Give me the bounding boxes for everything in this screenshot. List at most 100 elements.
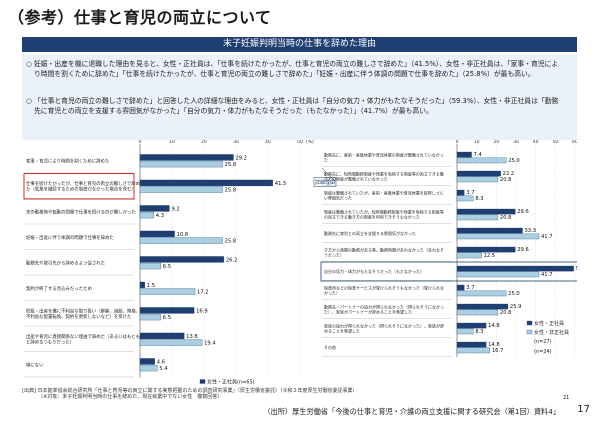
bullet-mark: ○	[26, 97, 32, 105]
data-label: 25.8	[225, 162, 237, 168]
data-label: 26.2	[226, 257, 238, 263]
category-label: 勤務先に、産前・産後休業や育児休業の制度が整備されていなかっ	[324, 151, 444, 157]
category-label: き方の制度が整備されていなかった	[324, 175, 388, 181]
bar	[139, 358, 155, 365]
category-label: 夫の勤務地や転勤の問題で仕事を続けるのが難しかった	[26, 208, 136, 215]
summary-box: ○ 妊娠・出産を機に退職した理由を見ると、女性・正社員は、「仕事を続けたかったが…	[22, 54, 577, 140]
axis-unit-label: (%)	[306, 140, 314, 145]
category-label: い雰囲気だった	[324, 194, 352, 200]
category-label: 勤務先や取引先から辞めるよう促された	[26, 259, 105, 266]
tick-label: 0	[139, 140, 142, 145]
category-label: 制度は整備されていたが、短時間勤務制度や残業を免除する制度等	[324, 208, 444, 214]
source-note: [出典] 日本能率協会総合研究所「仕事と育児等の両立に関する実態把握のための調査…	[22, 388, 358, 394]
bar	[139, 332, 185, 340]
bar	[139, 262, 161, 270]
category-label: 妊娠・出産に伴う体調の問題で仕事を辞めた	[26, 234, 114, 241]
bar	[139, 237, 223, 244]
charts-area: 0 10 20 30 40 50 (%) 家事・育児により時間を割くために辞めた 29.2 25.…	[22, 140, 577, 385]
bar	[456, 233, 540, 240]
data-label: 16.9	[196, 308, 208, 314]
data-label: 12.5	[484, 253, 496, 259]
bar	[139, 160, 223, 168]
category-label: 自分の気力・体力がもたなそうだった（もたなかった）	[324, 268, 424, 274]
bullet-text: 妊娠・出産を機に退職した理由を見ると、女性・正社員は、「仕事を続けたかったが、仕…	[34, 60, 559, 79]
category-label: た（就業を継続するための制度がなかった場合を含む）	[26, 186, 136, 193]
bar	[456, 341, 487, 348]
data-label: 22.2	[503, 171, 515, 177]
data-label: 17.2	[197, 290, 209, 296]
summary-bullet-1: ○ 妊娠・出産を機に退職した理由を見ると、女性・正社員は、「仕事を続けたかったが…	[26, 59, 564, 79]
data-label: 25.0	[508, 158, 520, 164]
data-label: 19.4	[204, 341, 216, 347]
bar	[139, 154, 234, 161]
tick-label: 10	[169, 140, 175, 145]
category-label: 不利益な配置転換、契約を更新しないなど）を受けた	[26, 313, 131, 320]
bar	[139, 230, 175, 238]
category-label: めることを希望した	[324, 327, 360, 333]
category-label: 保育所などの保育サービスが受けられそうもなかった（受けられな	[324, 284, 444, 290]
legend-label: 女性・正社員(n=65)	[207, 378, 255, 385]
data-label: 25.9	[510, 304, 522, 310]
category-label: 勤務先・パートナーの協力が得られなかった（得られそうになかっ	[324, 303, 444, 309]
category-label: 勤務先に育児との両立を支援する雰囲気がなかった	[324, 230, 416, 236]
category-label: 家族の協力が得られなかった（得られそうになかった）、家族が辞	[324, 322, 444, 328]
tick-label: 30	[513, 140, 519, 145]
tick-label: 40	[533, 140, 539, 145]
tick-label: 30	[233, 140, 239, 145]
bullet-text: 「仕事と育児の両立の難しさで辞めた」と回答した人の詳細な理由をみると、女性・正社…	[34, 97, 559, 116]
highlight-box	[23, 173, 135, 200]
bar	[456, 246, 516, 253]
data-label: 25.8	[225, 239, 237, 245]
highlight-box	[320, 261, 577, 282]
category-label: 出産や育児に直接関係ない理由で辞めた（あるいはもとも	[26, 333, 140, 340]
legend-swatch	[199, 379, 206, 384]
category-label: の両立できる働き方の制度を利用できそうもなかった	[324, 213, 420, 219]
data-label: 10.8	[177, 232, 189, 238]
category-label: と辞めるつもりだった）	[26, 339, 74, 346]
bar	[456, 328, 474, 335]
bar	[456, 303, 509, 310]
data-label: 13.8	[186, 334, 198, 340]
bar	[456, 309, 499, 316]
category-label: その他	[324, 344, 336, 350]
charts-svg: 0 10 20 30 40 50 (%)家事・育児により時間を割くために辞めた29.225.…	[23, 140, 577, 385]
bar	[456, 151, 472, 158]
bar	[456, 322, 487, 329]
data-label: 3.7	[466, 190, 474, 196]
category-label: 特にない	[26, 361, 44, 368]
data-label: 16.7	[492, 348, 504, 354]
data-label: 41.5	[275, 181, 287, 187]
bar	[456, 157, 507, 164]
data-label: 1.5	[147, 283, 155, 289]
source-note-2: （※対象：末子妊娠判明当時の仕事を辞めた、現在就業中でない女性 複数回答）	[38, 394, 223, 400]
legend-label: 女性・正社員	[534, 320, 564, 327]
category-label: 家事・育児により時間を割くために辞めた	[26, 157, 109, 164]
data-label: 41.7	[541, 272, 553, 278]
data-label: 3.7	[466, 285, 474, 291]
bar	[456, 284, 465, 291]
tick-label: 40	[265, 140, 271, 145]
category-label: かった）	[324, 289, 340, 295]
data-label: 20.8	[500, 215, 512, 221]
data-label: 14.8	[488, 323, 500, 329]
category-label: 夕方から夜間の勤務がある等、勤務時間があわなかった（あわなそ	[324, 246, 444, 252]
data-label: 20.8	[500, 310, 512, 316]
summary-bullet-2: ○ 「仕事と育児の両立の難しさで辞めた」と回答した人の詳細な理由をみると、女性・…	[26, 96, 564, 116]
data-label: 59.3	[576, 266, 577, 272]
data-label: 4.6	[157, 359, 165, 365]
category-label: た	[324, 156, 328, 162]
tick-label: 10	[474, 140, 480, 145]
category-label: 妊娠・出産を機に不利益な取り扱い（解雇、減給、降格、	[26, 308, 140, 315]
footer-source: （出所）厚生労働省「今後の仕事と育児・介護の両立支援に関する研究会（第1回）資料…	[263, 407, 560, 416]
tick-label: 0	[456, 140, 459, 145]
bar	[456, 252, 482, 259]
legend-label: 女性・非正社員	[534, 329, 569, 336]
bar	[139, 313, 161, 321]
legend-n: (n=27)	[534, 339, 552, 345]
bar	[139, 281, 145, 289]
data-label: 29.6	[517, 209, 529, 215]
data-label: 9.2	[171, 206, 179, 212]
page-number: 17	[577, 404, 590, 415]
annotation-label: 詳細理由	[315, 179, 335, 186]
slide-page-number: 21	[563, 395, 570, 401]
